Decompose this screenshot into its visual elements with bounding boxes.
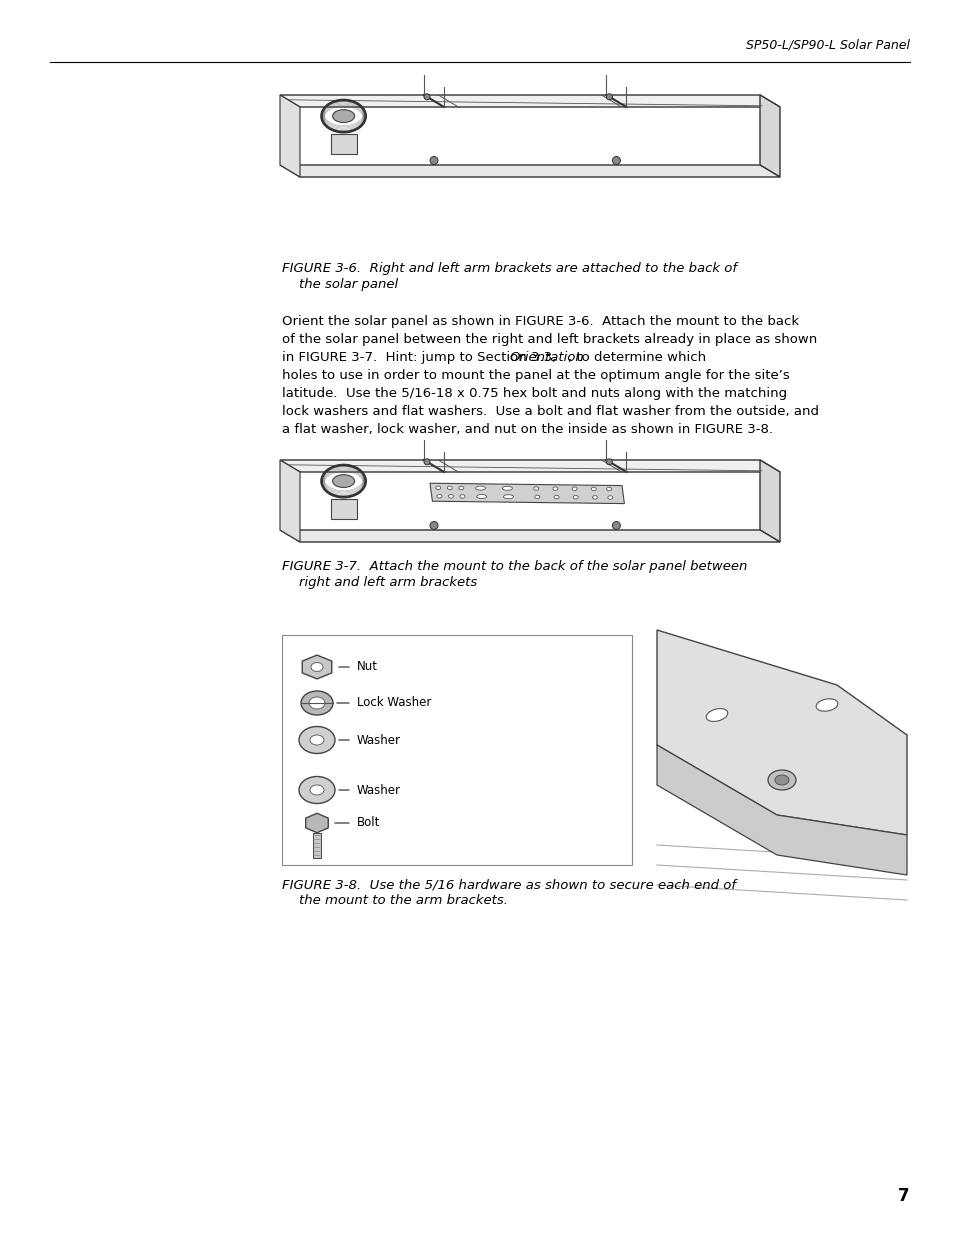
- Ellipse shape: [301, 692, 333, 715]
- Ellipse shape: [815, 699, 837, 711]
- Ellipse shape: [476, 494, 486, 499]
- Ellipse shape: [333, 110, 355, 122]
- Ellipse shape: [298, 777, 335, 804]
- Text: holes to use in order to mount the panel at the optimum angle for the site’s: holes to use in order to mount the panel…: [282, 369, 789, 382]
- Text: FIGURE 3-8.  Use the 5/16 hardware as shown to secure each end of: FIGURE 3-8. Use the 5/16 hardware as sho…: [282, 878, 735, 890]
- Polygon shape: [280, 95, 299, 177]
- Text: the mount to the arm brackets.: the mount to the arm brackets.: [282, 894, 507, 906]
- Polygon shape: [760, 459, 780, 542]
- Text: Orientation: Orientation: [509, 351, 584, 364]
- Ellipse shape: [535, 495, 539, 499]
- Text: SP50-L/SP90-L Solar Panel: SP50-L/SP90-L Solar Panel: [745, 40, 909, 52]
- Bar: [282, 635, 631, 864]
- Text: Nut: Nut: [356, 661, 377, 673]
- Ellipse shape: [448, 494, 453, 498]
- Circle shape: [423, 458, 430, 464]
- Text: Orient the solar panel as shown in FIGURE 3-6.  Attach the mount to the back: Orient the solar panel as shown in FIGUR…: [282, 315, 799, 329]
- Circle shape: [430, 157, 437, 164]
- Polygon shape: [302, 655, 332, 679]
- Ellipse shape: [774, 776, 788, 785]
- Text: the solar panel: the solar panel: [282, 278, 397, 291]
- Polygon shape: [280, 95, 780, 107]
- Text: FIGURE 3-7.  Attach the mount to the back of the solar panel between: FIGURE 3-7. Attach the mount to the back…: [282, 559, 746, 573]
- Text: lock washers and flat washers.  Use a bolt and flat washer from the outside, and: lock washers and flat washers. Use a bol…: [282, 405, 818, 417]
- Text: Bolt: Bolt: [356, 816, 380, 830]
- Ellipse shape: [459, 495, 464, 498]
- Ellipse shape: [475, 487, 485, 490]
- Polygon shape: [280, 459, 299, 542]
- Bar: [331, 135, 356, 154]
- Text: , to determine which: , to determine which: [568, 351, 705, 364]
- Ellipse shape: [311, 662, 323, 672]
- Bar: [331, 499, 356, 519]
- Ellipse shape: [458, 487, 463, 490]
- Circle shape: [423, 94, 430, 100]
- Ellipse shape: [573, 495, 578, 499]
- Ellipse shape: [436, 494, 441, 498]
- Circle shape: [612, 521, 619, 530]
- Circle shape: [612, 157, 619, 164]
- Ellipse shape: [606, 488, 611, 490]
- Polygon shape: [280, 459, 780, 472]
- Polygon shape: [657, 745, 906, 876]
- Circle shape: [606, 458, 612, 464]
- Ellipse shape: [502, 487, 512, 490]
- Ellipse shape: [298, 726, 335, 753]
- Polygon shape: [657, 630, 906, 835]
- Ellipse shape: [607, 495, 612, 499]
- Text: Lock Washer: Lock Washer: [356, 697, 431, 709]
- Polygon shape: [760, 95, 780, 177]
- Text: Washer: Washer: [356, 783, 400, 797]
- Ellipse shape: [705, 709, 727, 721]
- Ellipse shape: [310, 785, 324, 795]
- Polygon shape: [280, 530, 780, 542]
- Ellipse shape: [503, 495, 513, 499]
- Text: FIGURE 3-6.  Right and left arm brackets are attached to the back of: FIGURE 3-6. Right and left arm brackets …: [282, 262, 737, 275]
- Ellipse shape: [572, 487, 577, 490]
- Circle shape: [430, 521, 437, 530]
- Circle shape: [606, 94, 612, 100]
- Ellipse shape: [310, 735, 324, 745]
- Ellipse shape: [767, 769, 795, 790]
- Polygon shape: [280, 165, 780, 177]
- Ellipse shape: [436, 487, 440, 489]
- Text: 7: 7: [898, 1187, 909, 1205]
- Ellipse shape: [309, 697, 325, 709]
- Text: of the solar panel between the right and left brackets already in place as shown: of the solar panel between the right and…: [282, 333, 817, 346]
- Ellipse shape: [447, 487, 452, 489]
- Ellipse shape: [591, 487, 596, 490]
- Ellipse shape: [553, 487, 558, 490]
- Text: Washer: Washer: [356, 734, 400, 746]
- Ellipse shape: [592, 495, 597, 499]
- Text: latitude.  Use the 5/16-18 x 0.75 hex bolt and nuts along with the matching: latitude. Use the 5/16-18 x 0.75 hex bol…: [282, 387, 786, 400]
- Polygon shape: [305, 814, 328, 832]
- Polygon shape: [430, 483, 624, 504]
- Ellipse shape: [333, 474, 355, 488]
- Text: right and left arm brackets: right and left arm brackets: [282, 576, 476, 589]
- Ellipse shape: [533, 487, 538, 490]
- Ellipse shape: [554, 495, 558, 499]
- Bar: [313, 832, 320, 858]
- Text: in FIGURE 3-7.  Hint: jump to Section 3.3,: in FIGURE 3-7. Hint: jump to Section 3.3…: [282, 351, 560, 364]
- Text: a flat washer, lock washer, and nut on the inside as shown in FIGURE 3-8.: a flat washer, lock washer, and nut on t…: [282, 424, 772, 436]
